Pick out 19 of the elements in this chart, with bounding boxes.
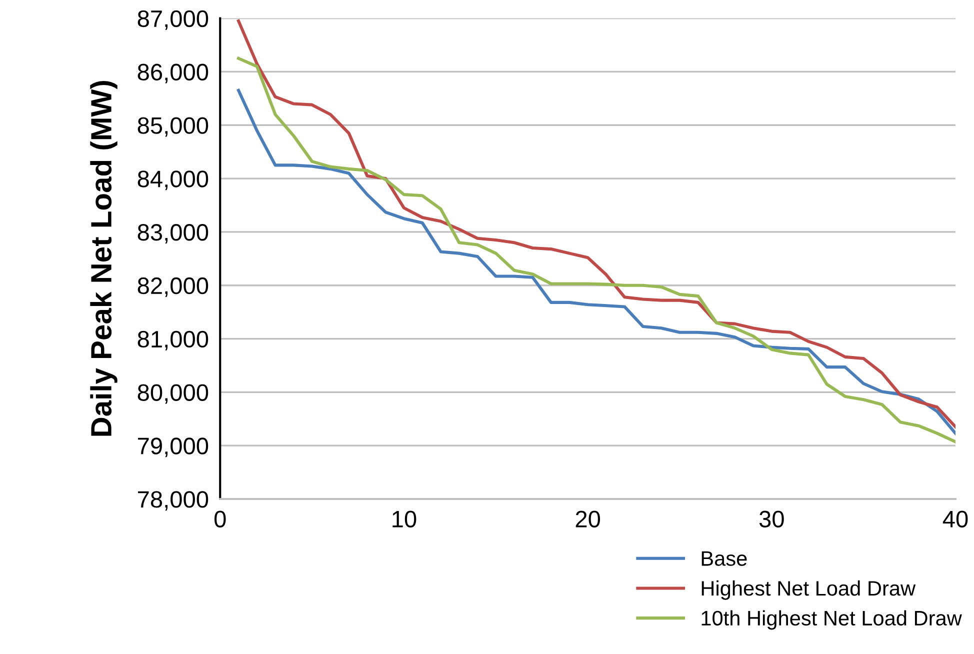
x-tick-label: 10	[392, 510, 416, 528]
y-axis-title: Daily Peak Net Load (MW)	[90, 81, 118, 436]
y-tick-label: 79,000	[138, 438, 208, 458]
legend-label: Highest Net Load Draw	[702, 580, 916, 600]
x-tick-label: 30	[759, 510, 784, 528]
legend-label: Base	[702, 551, 747, 566]
y-tick-label: 78,000	[138, 491, 208, 511]
y-tick-label: 81,000	[138, 330, 208, 350]
y-tick-label: 86,000	[138, 64, 208, 84]
y-tick-label: 83,000	[138, 224, 208, 244]
x-tick-label: 0	[214, 510, 226, 528]
y-tick-label: 84,000	[138, 170, 208, 190]
y-tick-label: 82,000	[138, 277, 208, 297]
y-tick-label: 85,000	[138, 117, 208, 137]
x-tick-label: 20	[576, 510, 600, 528]
y-tick-label: 80,000	[138, 384, 208, 404]
x-tick-label: 40	[942, 510, 968, 528]
legend-label: 10th Highest Net Load Draw	[702, 610, 962, 630]
y-tick-label: 87,000	[138, 10, 208, 30]
